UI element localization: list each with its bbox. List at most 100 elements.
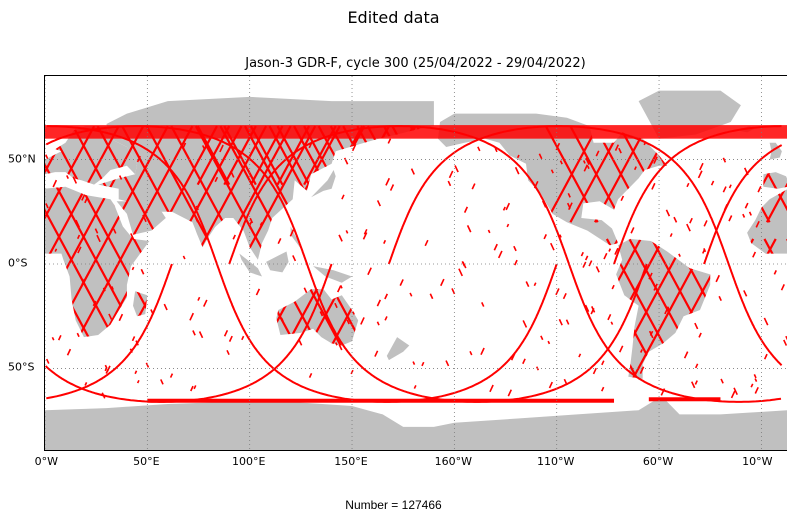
edited-point: [469, 351, 473, 356]
edited-point: [219, 144, 224, 153]
edited-point: [540, 335, 544, 341]
hatch-line: [45, 125, 71, 338]
edited-point: [104, 364, 108, 369]
edited-point: [614, 247, 619, 255]
edited-point: [376, 200, 381, 207]
edited-point: [785, 335, 787, 343]
edited-point: [607, 313, 612, 321]
edited-point: [640, 349, 643, 353]
edited-point: [773, 270, 777, 275]
edited-point: [757, 186, 762, 193]
edited-point: [525, 281, 530, 288]
edited-point: [753, 374, 757, 379]
edited-point: [610, 321, 614, 325]
edited-point: [203, 299, 208, 307]
land-uk: [769, 142, 782, 160]
edited-point: [698, 332, 702, 338]
edited-point: [345, 230, 349, 234]
edited-point: [578, 353, 582, 358]
edited-point: [249, 217, 254, 224]
edited-point: [169, 373, 174, 378]
edited-point: [618, 147, 622, 154]
edited-point: [601, 386, 605, 392]
hatch-line: [45, 125, 120, 338]
ground-track-2-0: [387, 125, 783, 366]
edited-point: [81, 278, 86, 285]
edited-point: [319, 311, 324, 317]
edited-point: [45, 154, 49, 160]
edited-point: [135, 340, 139, 346]
edited-point: [743, 167, 749, 176]
edited-point: [730, 390, 736, 399]
hatch-line: [763, 238, 787, 379]
edited-point: [399, 279, 404, 286]
edited-point: [700, 289, 704, 295]
hatch-line: [718, 238, 787, 379]
edited-point: [703, 248, 707, 253]
hatch-line: [695, 238, 777, 379]
edited-point: [76, 234, 81, 240]
hatch-line: [695, 238, 777, 379]
edited-point: [131, 336, 136, 342]
edited-point: [728, 215, 733, 222]
edited-point: [448, 170, 454, 179]
edited-point: [559, 234, 562, 238]
edited-point: [81, 194, 86, 201]
edited-point: [697, 170, 703, 179]
edited-point: [648, 272, 653, 280]
edited-point: [748, 211, 752, 216]
edited-point: [76, 332, 80, 338]
edited-point: [744, 202, 749, 209]
edited-point: [193, 385, 197, 390]
x-tick-label: 60°W: [642, 455, 674, 468]
edited-point: [718, 295, 722, 302]
edited-point: [84, 382, 88, 386]
edited-point: [160, 379, 164, 385]
hatch-line: [643, 125, 697, 223]
land-antarctica: [45, 397, 787, 450]
edited-point: [620, 195, 625, 202]
edited-point: [585, 157, 590, 165]
land-south-america: [616, 238, 711, 379]
edited-point: [190, 385, 194, 392]
edited-point: [101, 392, 106, 399]
grid-layer: [45, 76, 787, 450]
edited-point: [538, 153, 543, 160]
map-canvas: [45, 76, 787, 450]
edited-point: [118, 313, 124, 322]
edited-point: [230, 170, 235, 178]
edited-point: [595, 150, 600, 157]
hatch-line: [45, 125, 96, 338]
edited-point: [384, 316, 388, 321]
edited-point: [686, 223, 691, 232]
hatch-line: [544, 125, 599, 223]
edited-point: [543, 234, 547, 240]
edited-point: [567, 192, 571, 198]
hatch-line: [352, 289, 359, 346]
figure-title: Edited data: [347, 8, 440, 27]
edited-point: [513, 259, 518, 266]
edited-point: [429, 293, 434, 300]
edited-point: [586, 165, 590, 170]
edited-point: [614, 144, 620, 151]
edited-point: [722, 157, 727, 163]
hatch-line: [45, 125, 96, 338]
edited-point: [374, 350, 379, 357]
edited-point: [298, 339, 303, 346]
edited-point: [703, 220, 708, 227]
edited-point: [84, 198, 88, 204]
hatch-line: [398, 285, 432, 348]
edited-point: [783, 339, 787, 346]
edited-point: [412, 361, 416, 365]
edited-point: [754, 378, 758, 382]
hatch-line: [667, 125, 722, 223]
scattered-points: [45, 138, 787, 399]
y-tick-label: 50°N: [8, 152, 36, 166]
edited-point: [466, 225, 472, 233]
edited-point: [648, 330, 654, 339]
edited-point: [608, 248, 612, 252]
edited-point: [413, 385, 417, 389]
edited-point: [351, 144, 357, 152]
land-se-asia-island-3: [313, 266, 352, 283]
edited-point: [555, 288, 560, 296]
